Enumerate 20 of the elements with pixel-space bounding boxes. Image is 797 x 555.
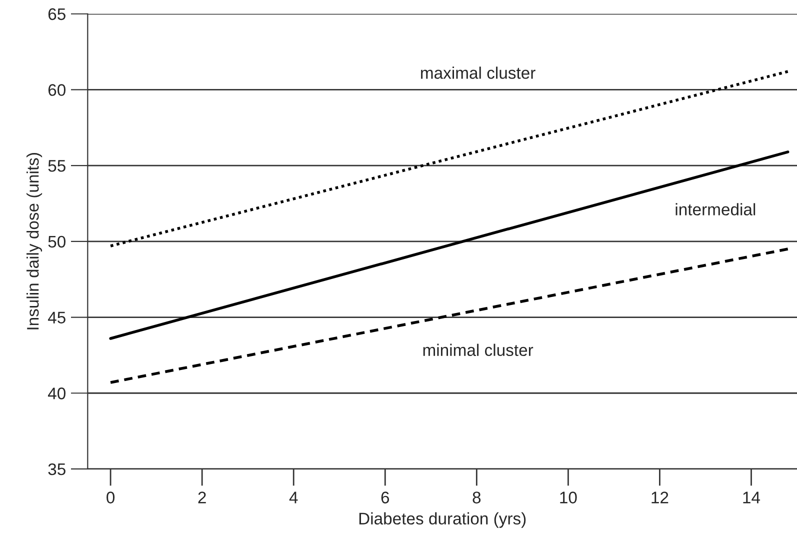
x-tick-label: 12: [652, 492, 668, 504]
x-tick-label: 14: [743, 492, 760, 504]
y-tick-label: 55: [48, 160, 66, 172]
annotation: minimal cluster: [423, 344, 534, 356]
x-axis-title: Diabetes duration (yrs): [359, 512, 526, 528]
x-tick-label: 8: [472, 492, 481, 504]
x-tick-label: 6: [381, 492, 390, 504]
x-tick-label: 10: [560, 492, 577, 504]
x-tick-label: 4: [289, 492, 298, 504]
annotation: maximal cluster: [421, 66, 536, 79]
y-tick-label: 40: [48, 388, 66, 400]
y-tick-label: 45: [48, 312, 66, 324]
x-tick-label: 2: [198, 492, 206, 504]
x-tick-label: 0: [106, 492, 115, 504]
annotation: intermedial: [676, 203, 756, 216]
y-tick-label: 65: [48, 8, 66, 20]
y-axis-title: Insulin daily dose (units): [26, 153, 42, 330]
y-tick-label: 50: [48, 236, 66, 248]
y-tick-label: 35: [48, 463, 66, 476]
y-tick-label: 60: [48, 84, 66, 96]
